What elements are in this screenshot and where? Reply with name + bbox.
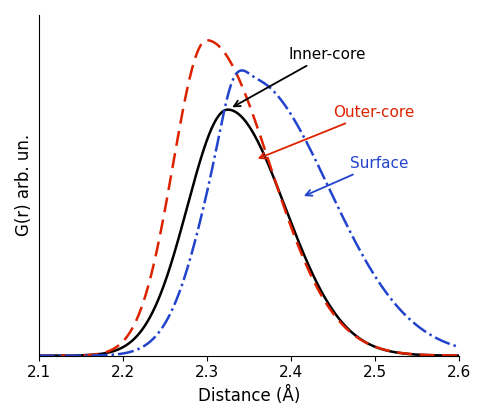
Text: Outer-core: Outer-core [260, 105, 414, 158]
Text: Inner-core: Inner-core [234, 47, 366, 106]
Y-axis label: G(r) arb. un.: G(r) arb. un. [15, 134, 33, 236]
X-axis label: Distance (Å): Distance (Å) [197, 386, 300, 405]
Text: Surface: Surface [306, 156, 408, 196]
